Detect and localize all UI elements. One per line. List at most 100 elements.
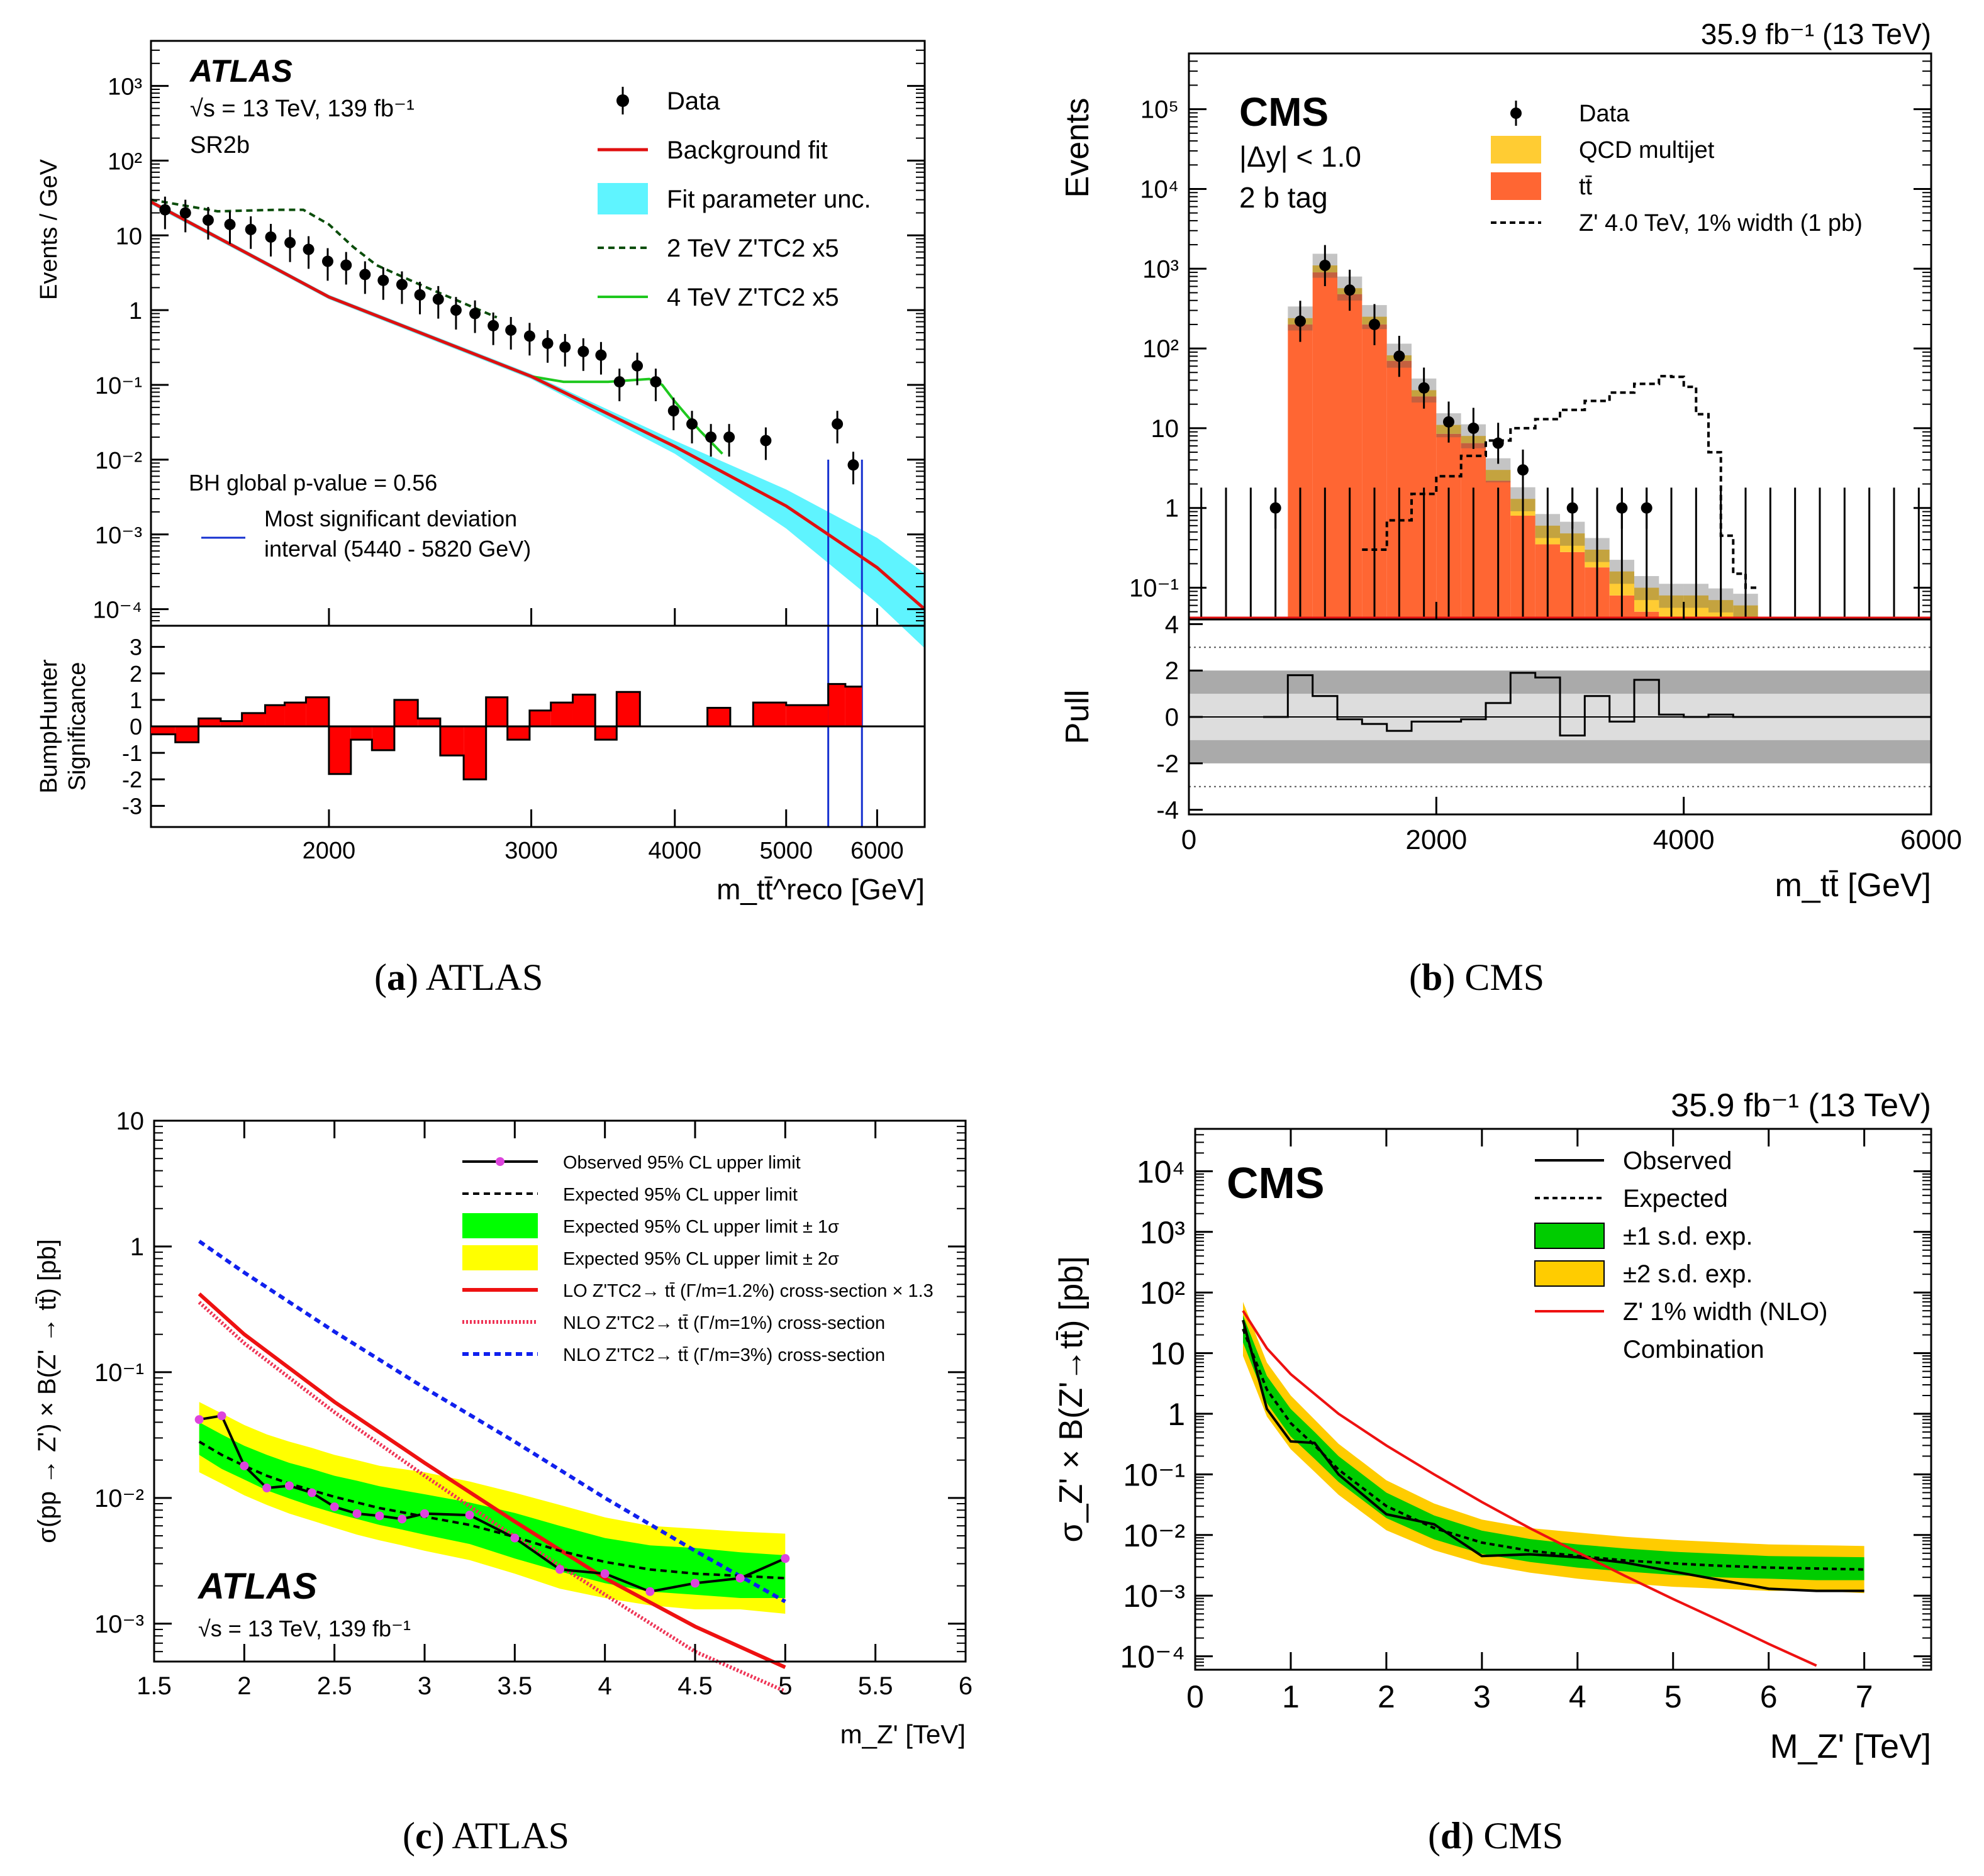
x-tick-label: 6000 [1900,824,1962,855]
y-axis-label: σ(pp → Z') × B(Z' → tt̄) [pb] [33,1239,61,1543]
caption-c-close: ) [432,1815,445,1857]
lower-y-tick-label: -2 [1156,750,1179,778]
data-point [1344,284,1356,296]
lumi-title: 35.9 fb⁻¹ (13 TeV) [1701,18,1931,50]
lower-y-tick-label: 1 [130,687,142,713]
legend-qcd-swatch [1491,136,1541,164]
y-tick-label: 1 [1165,495,1179,523]
observed-limit-point [375,1511,384,1521]
lower-y-axis-label: Pull [1059,690,1096,745]
bh-significance-bar [350,726,372,740]
caption-a: (a) ATLAS [374,956,543,999]
legend-label: Combination [1623,1336,1764,1363]
legend-label: NLO Z'TC2→ tt̄ (Γ/m=1%) cross-section [563,1313,885,1333]
lower-y-tick-label: 2 [130,661,142,687]
experiment-label: CMS [1227,1158,1325,1207]
observed-limit-point [194,1415,204,1424]
data-point [245,223,257,235]
y-tick-label: 10⁻⁴ [92,597,142,624]
y-tick-label: 10 [116,223,142,250]
lower-y-tick-label: 4 [1165,611,1179,638]
data-point [667,405,679,417]
data-point [705,431,717,443]
y-tick-label: 10⁻³ [1123,1579,1185,1614]
y-tick-label: 1 [1168,1397,1185,1432]
legend-ttbar-swatch [1491,172,1541,200]
legend-observed-marker [496,1157,504,1166]
bh-significance-bar [284,702,306,726]
x-tick-label: 6 [1760,1679,1778,1714]
data-point [450,304,462,316]
experiment-label: ATLAS [197,1566,317,1607]
y-tick-label: 10⁻² [1123,1518,1185,1553]
expected-1sigma-band [199,1422,786,1598]
data-point [613,376,625,388]
data-point [469,308,481,319]
caption-c-text: ATLAS [452,1815,569,1857]
x-tick-label: 2000 [1405,824,1467,855]
data-point [723,431,735,443]
expected-limit-line [1242,1328,1864,1571]
bh-significance-bar [616,692,640,726]
observed-limit-point [330,1502,339,1511]
data-point [595,349,607,361]
pull-histogram [1263,672,1931,736]
x-tick-label: 5 [778,1672,792,1700]
data-point [202,214,214,226]
bh-significance-bar [242,713,265,726]
data-point [284,236,296,248]
observed-limit-point [510,1533,520,1543]
qcd-bar [1486,470,1511,481]
caption-d: (d) CMS [1428,1814,1563,1858]
legend-label: Fit parameter unc. [667,186,871,213]
caption-a-letter: a [386,957,406,998]
y-axis-label: Events [1059,98,1096,198]
legend-label: Expected 95% CL upper limit [563,1185,798,1205]
lower-y-tick-label: -1 [122,740,142,766]
zprime-signal-line [1362,375,1758,589]
x-axis-label: M_Z' [TeV] [1770,1728,1931,1765]
lower-y-tick-label: 2 [1165,657,1179,685]
lower-y-tick-label: -2 [122,767,142,792]
y-tick-label: 10⁻³ [94,1611,144,1638]
caption-d-open: ( [1428,1815,1441,1857]
caption-d-letter: d [1440,1815,1462,1857]
observed-limit-point [420,1509,429,1518]
data-point [340,259,352,271]
lower-y-axis-label-1: BumpHunter [36,659,62,794]
theory-xsec-line [1242,1310,1817,1667]
bh-significance-bar [220,721,242,726]
bh-significance-bar [328,726,351,774]
energy-lumi-label: √s = 13 TeV, 139 fb⁻¹ [190,96,415,122]
data-point [1641,502,1652,514]
lower-y-tick-label: 0 [1165,704,1179,731]
expected-limit-line [198,1440,786,1580]
legend-label: Data [667,87,720,115]
caption-a-text: ATLAS [425,957,543,998]
bh-significance-bar [529,710,551,726]
data-point [414,289,426,301]
y-tick-label: 10⁴ [1137,1154,1185,1189]
y-tick-label: 10³ [1140,1215,1185,1250]
x-axis-label: m_tt̄ [GeV] [1775,867,1931,904]
data-point [1295,315,1306,327]
legend-label: Observed [1623,1147,1732,1175]
data-point [505,324,517,336]
observed-limit-line [1242,1319,1864,1592]
x-tick-label: 5 [1664,1679,1682,1714]
caption-c: (c) ATLAS [403,1814,569,1858]
data-point [847,459,859,471]
bh-significance-bar [464,726,486,780]
legend-label: 4 TeV Z'TC2 x5 [667,284,839,311]
data-point [265,231,277,243]
x-tick-label: 3000 [504,838,558,864]
y-tick-label: 10⁻¹ [1129,575,1179,602]
bh-pvalue-annotation: BH global p-value = 0.56 [189,470,437,496]
observed-limit-point [285,1481,294,1490]
legend-label: Z' 1% width (NLO) [1623,1298,1828,1326]
data-point [632,360,644,372]
y-axis-label: Events / GeV [36,158,62,300]
data-point [1418,382,1430,394]
x-tick-label: 4 [598,1672,612,1700]
